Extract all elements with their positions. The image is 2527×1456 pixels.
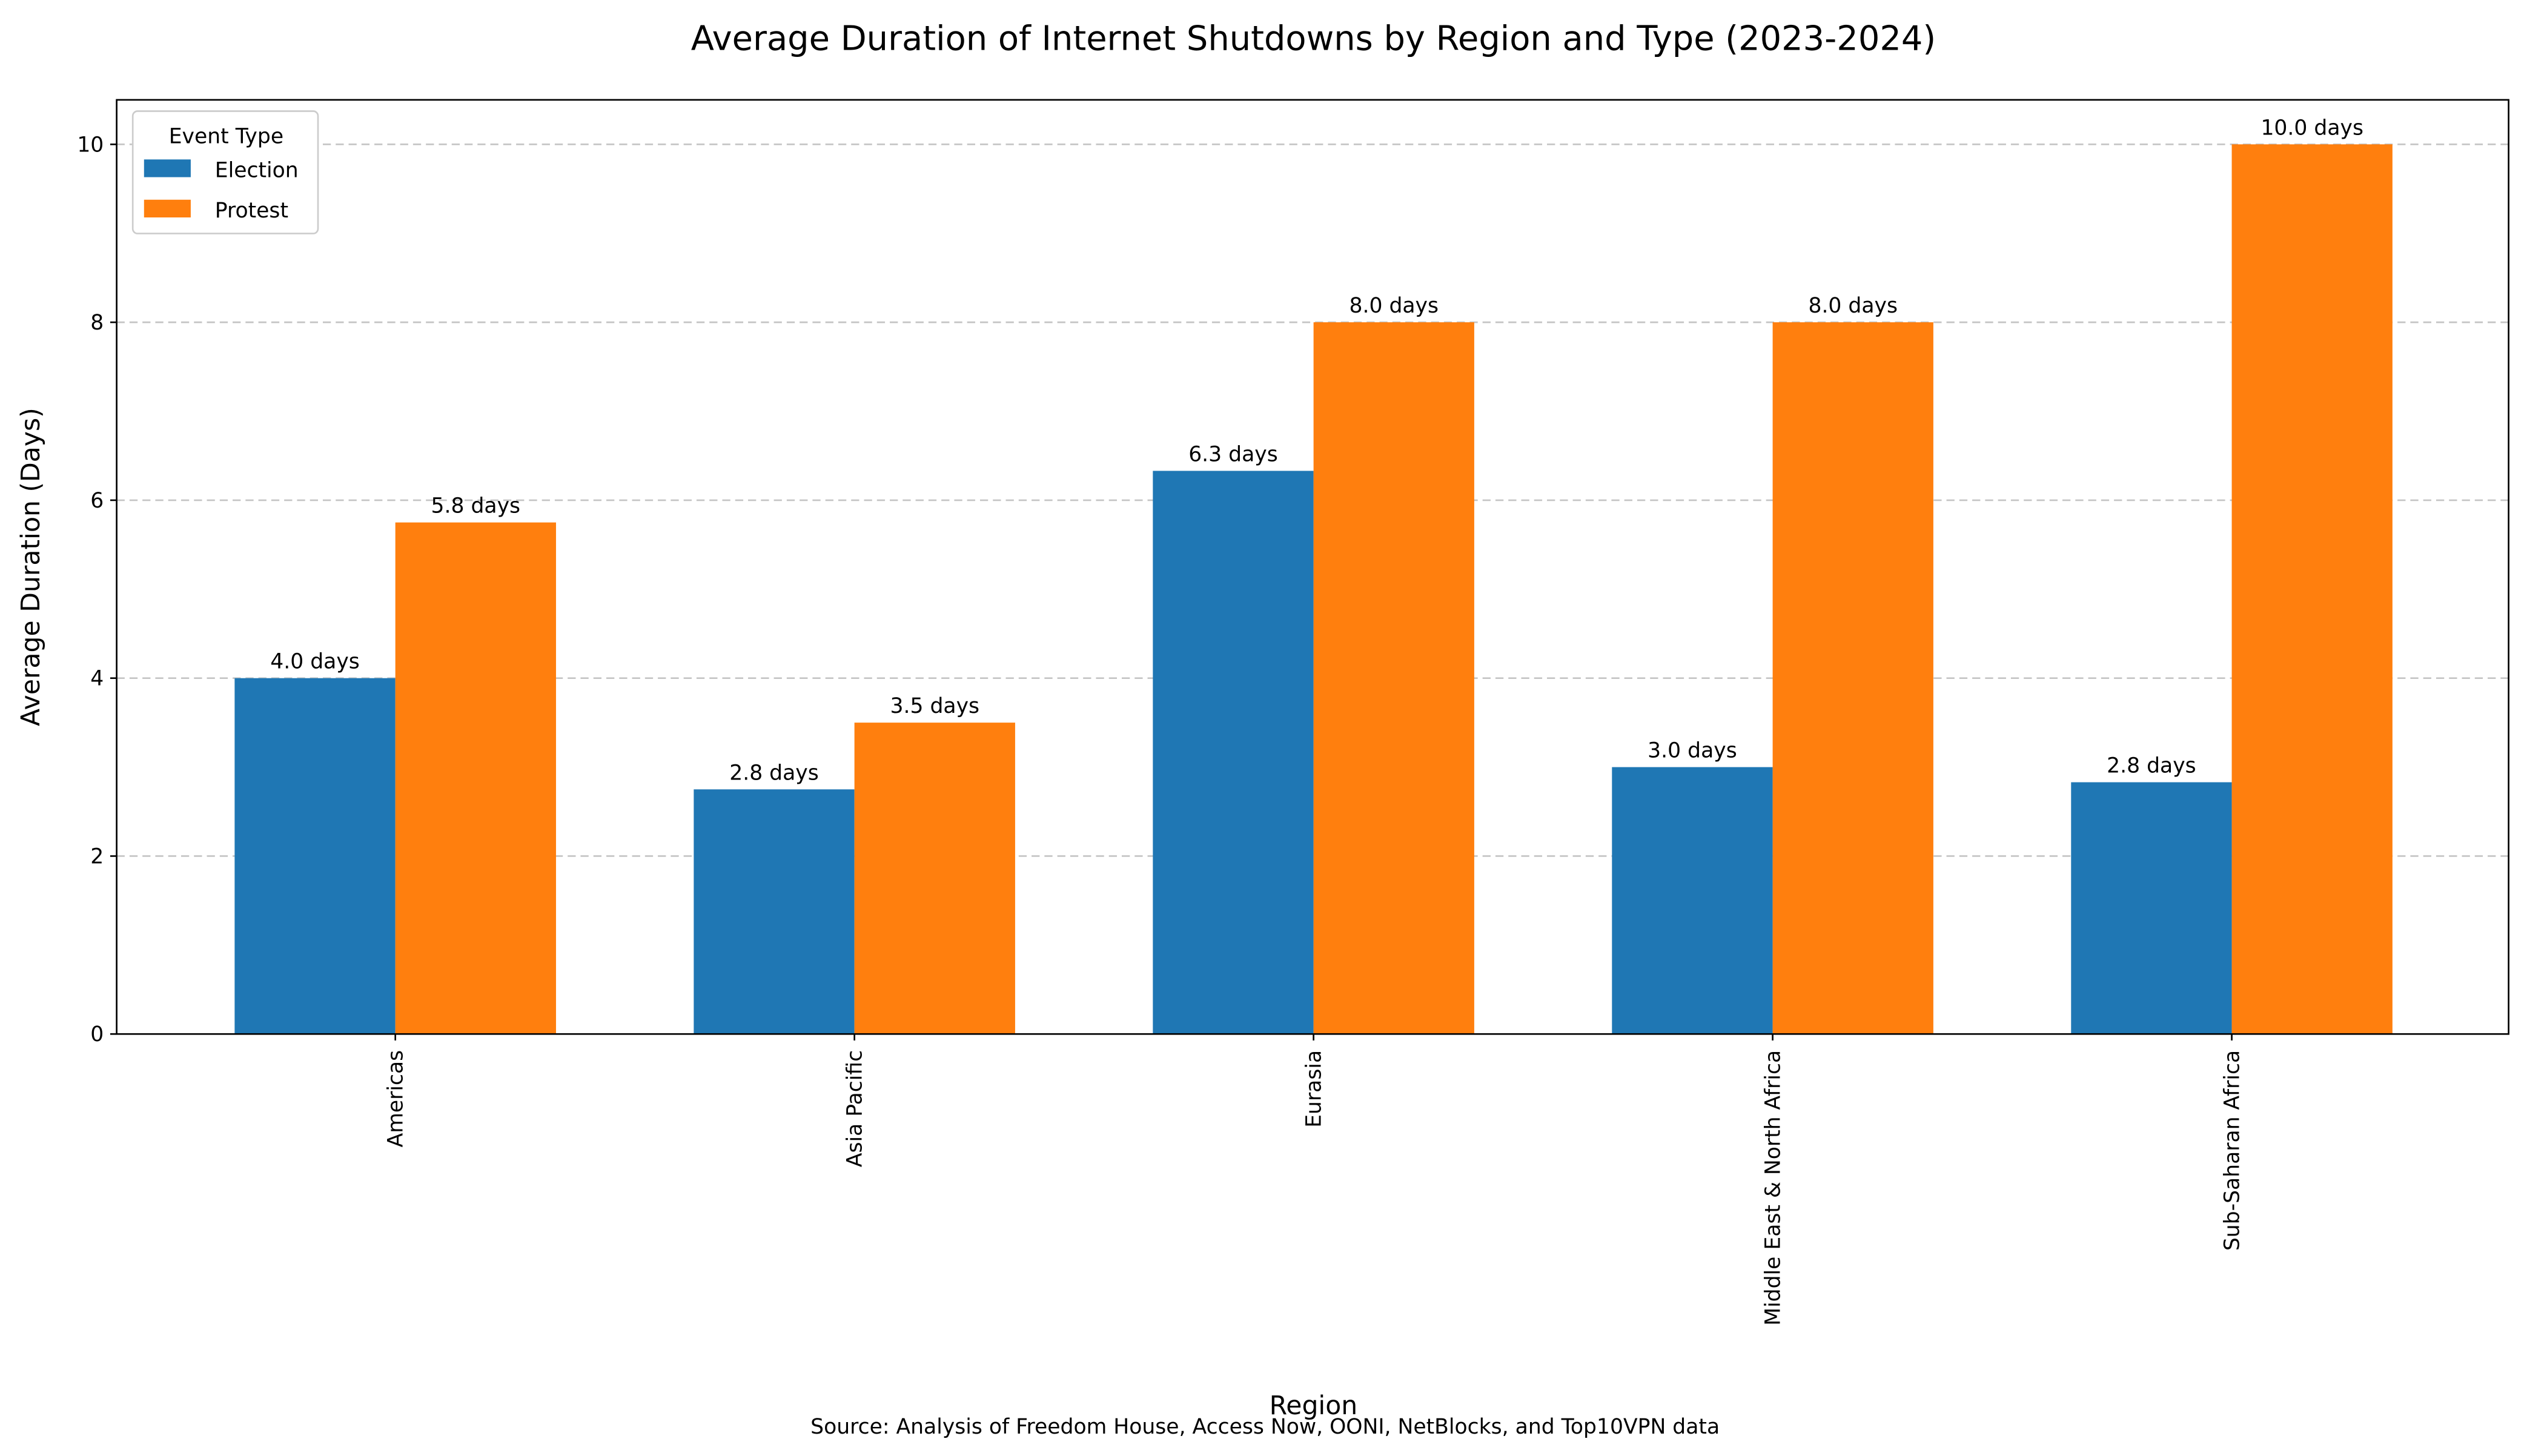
x-tick-label: Middle East & North Africa — [1761, 1050, 1786, 1326]
bar-election — [234, 678, 396, 1034]
legend-title: Event Type — [169, 125, 283, 149]
y-tick-label: 0 — [90, 1022, 104, 1047]
y-tick-label: 4 — [90, 667, 104, 691]
y-tick-label: 8 — [90, 311, 104, 335]
legend-label-election: Election — [215, 159, 299, 183]
x-axis-label: Region — [1270, 1391, 1358, 1421]
data-label: 4.0 days — [270, 650, 360, 674]
y-axis-label: Average Duration (Days) — [16, 408, 46, 726]
source-caption: Source: Analysis of Freedom House, Acces… — [810, 1415, 1720, 1439]
bar-election — [1612, 767, 1773, 1034]
x-tick-label: Americas — [384, 1050, 408, 1148]
bars — [234, 144, 2393, 1034]
x-tick-label: Asia Pacific — [843, 1050, 867, 1167]
bar-protest — [395, 522, 556, 1034]
legend-swatch-election — [144, 159, 191, 177]
bar-protest — [2231, 144, 2393, 1034]
y-tick-label: 2 — [90, 844, 104, 869]
plot-frame — [116, 99, 2509, 1035]
bar-election — [1153, 471, 1314, 1034]
bar-protest — [1313, 322, 1474, 1034]
legend-swatch-protest — [144, 199, 191, 218]
bar-protest — [854, 723, 1015, 1034]
data-label: 10.0 days — [2260, 116, 2363, 140]
bar-protest — [1772, 322, 1933, 1034]
bar-election — [694, 789, 855, 1034]
data-label: 6.3 days — [1188, 442, 1278, 466]
x-axis-ticks: Americas Asia Pacific Eurasia Middle East &… — [384, 1034, 2245, 1326]
data-label: 5.8 days — [431, 494, 521, 518]
data-label: 3.0 days — [1648, 739, 1737, 763]
y-axis-ticks: 0 2 4 6 8 10 — [77, 133, 117, 1047]
data-label: 2.8 days — [2107, 754, 2196, 778]
legend-label-protest: Protest — [215, 199, 288, 223]
bar-election — [2071, 782, 2232, 1034]
data-label: 8.0 days — [1349, 294, 1439, 318]
data-label: 8.0 days — [1808, 294, 1898, 318]
y-tick-label: 10 — [77, 133, 104, 157]
data-label: 2.8 days — [729, 761, 819, 785]
chart-title: Average Duration of Internet Shutdowns b… — [691, 19, 1936, 58]
x-tick-label: Eurasia — [1302, 1050, 1326, 1128]
y-tick-label: 6 — [90, 489, 104, 513]
data-label: 3.5 days — [890, 694, 980, 718]
x-tick-label: Sub-Saharan Africa — [2221, 1050, 2245, 1251]
legend: Event Type Election Protest — [131, 110, 319, 234]
data-labels: 4.0 days 5.8 days 2.8 days 3.5 days 6.3 days… — [270, 116, 2363, 785]
